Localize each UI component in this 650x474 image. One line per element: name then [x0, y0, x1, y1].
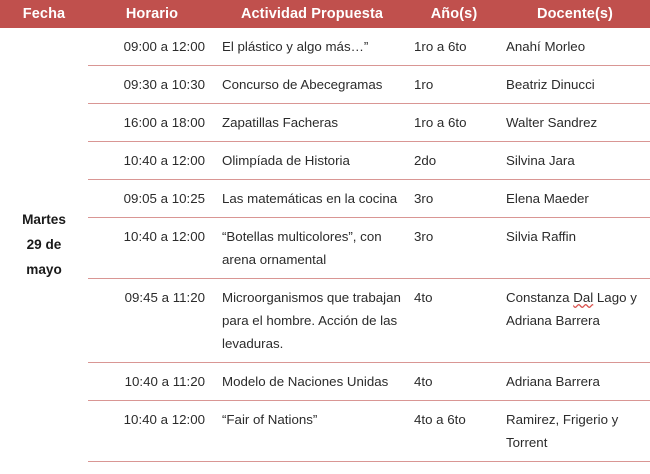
table-row: 09:05 a 10:25 Las matemáticas en la coci…	[0, 179, 650, 218]
column-header-actividad: Actividad Propuesta	[216, 0, 408, 28]
row-time: 09:45 a 11:20	[88, 278, 216, 363]
header-row: Fecha Horario Actividad Propuesta Año(s)…	[0, 0, 650, 28]
table-row: 09:30 a 10:30 Concurso de Abecegramas 1r…	[0, 65, 650, 104]
row-teacher: Silvia Raffin	[500, 217, 650, 279]
row-time: 09:05 a 10:25	[88, 179, 216, 218]
row-time: 10:40 a 12:00	[88, 141, 216, 180]
row-activity: Las matemáticas en la cocina	[216, 179, 408, 218]
table-body: Martes 29 de mayo 09:00 a 12:00 El plást…	[0, 28, 650, 462]
row-teacher: Walter Sandrez	[500, 103, 650, 142]
date-line-2: 29 de	[26, 237, 62, 253]
teacher-name-prefix: Constanza	[506, 290, 574, 305]
table-row: 10:40 a 11:20 Modelo de Naciones Unidas …	[0, 362, 650, 401]
row-activity: Concurso de Abecegramas	[216, 65, 408, 104]
row-activity: El plástico y algo más…”	[222, 39, 369, 54]
row-time: 16:00 a 18:00	[88, 103, 216, 142]
row-teacher: Constanza Dal Lago y Adriana Barrera	[500, 278, 650, 363]
row-teacher: Beatriz Dinucci	[500, 65, 650, 104]
row-year: 4to a 6to	[408, 400, 500, 462]
row-time: 10:40 a 12:00	[88, 400, 216, 462]
date-line-1: Martes	[22, 212, 66, 228]
row-activity: “Botellas multicolores”, con arena ornam…	[216, 217, 408, 279]
row-year: 4to	[408, 362, 500, 401]
table-row: 10:40 a 12:00 “Fair of Nations” 4to a 6t…	[0, 400, 650, 462]
table-row: 09:45 a 11:20 Microorganismos que trabaj…	[0, 278, 650, 363]
spellcheck-flagged-word: Dal	[573, 290, 594, 305]
row-year: 1ro a 6to	[414, 39, 467, 54]
table-row: 10:40 a 12:00 Olimpíada de Historia 2do …	[0, 141, 650, 180]
row-year: 1ro	[408, 65, 500, 104]
teacher-name-suffix: Lago y Adriana Barrera	[506, 290, 637, 328]
column-header-horario: Horario	[88, 0, 216, 28]
row-teacher: Anahí Morleo	[500, 28, 650, 66]
schedule-table: Fecha Horario Actividad Propuesta Año(s)…	[0, 0, 650, 462]
row-activity: Modelo de Naciones Unidas	[216, 362, 408, 401]
row-year: 2do	[408, 141, 500, 180]
row-activity: “Fair of Nations”	[216, 400, 408, 462]
row-year: 1ro a 6to	[408, 103, 500, 142]
table-row: 10:40 a 12:00 “Botellas multicolores”, c…	[0, 217, 650, 279]
table-row: 16:00 a 18:00 Zapatillas Facheras 1ro a …	[0, 103, 650, 142]
column-header-fecha: Fecha	[0, 0, 88, 28]
table-row: Martes 29 de mayo 09:00 a 12:00 El plást…	[0, 28, 650, 277]
table-header: Fecha Horario Actividad Propuesta Año(s)…	[0, 0, 650, 28]
column-header-docente: Docente(s)	[500, 0, 650, 28]
row-activity: Zapatillas Facheras	[216, 103, 408, 142]
row-activity: Microorganismos que trabajan para el hom…	[216, 278, 408, 363]
row-activity: Olimpíada de Historia	[216, 141, 408, 180]
row-time: 09:00 a 12:00	[123, 39, 205, 54]
row-teacher: Elena Maeder	[500, 179, 650, 218]
row-teacher: Ramirez, Frigerio y Torrent	[500, 400, 650, 462]
row-teacher: Silvina Jara	[500, 141, 650, 180]
row-teacher: Adriana Barrera	[500, 362, 650, 401]
date-cell: Martes 29 de mayo	[0, 28, 88, 462]
row-time: 10:40 a 12:00	[88, 217, 216, 279]
column-header-anio: Año(s)	[408, 0, 500, 28]
row-time: 09:30 a 10:30	[88, 65, 216, 104]
row-year: 3ro	[408, 217, 500, 279]
date-line-3: mayo	[26, 262, 62, 278]
row-year: 3ro	[408, 179, 500, 218]
row-year: 4to	[408, 278, 500, 363]
row-time: 10:40 a 11:20	[88, 362, 216, 401]
